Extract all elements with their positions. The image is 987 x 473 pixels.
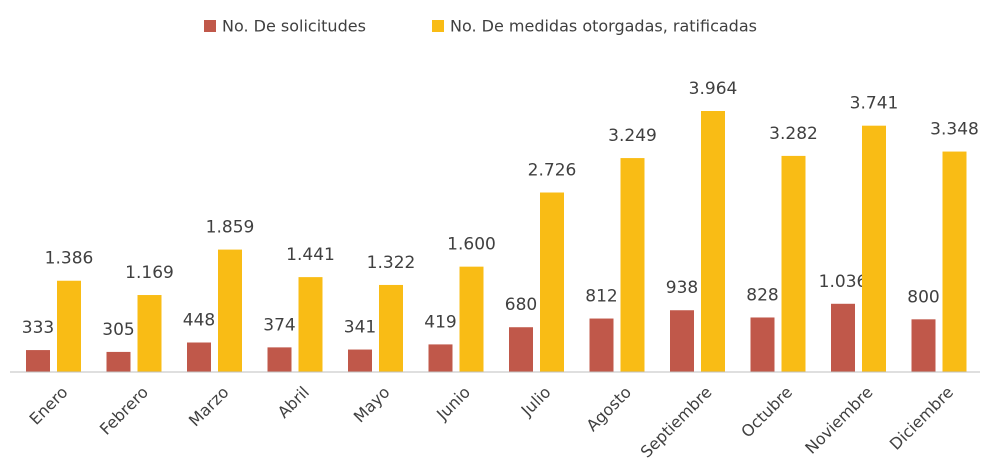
bar xyxy=(620,158,645,372)
x-tick-label: Junio xyxy=(432,383,474,425)
value-label: 1.441 xyxy=(286,245,335,265)
value-label: 1.169 xyxy=(125,263,174,283)
value-label: 2.726 xyxy=(528,161,577,181)
x-tick-label: Mayo xyxy=(350,383,394,427)
value-label: 812 xyxy=(585,287,617,307)
value-label: 828 xyxy=(746,285,778,305)
bar xyxy=(509,327,533,372)
value-label: 800 xyxy=(907,287,939,307)
legend-label: No. De medidas otorgadas, ratificadas xyxy=(450,17,757,36)
bar xyxy=(862,125,886,373)
bar xyxy=(106,351,131,372)
value-label: 3.348 xyxy=(930,120,979,140)
x-tick-label: Julio xyxy=(517,383,555,421)
bar xyxy=(701,111,725,372)
bar xyxy=(781,155,806,372)
bar xyxy=(218,249,242,372)
bar xyxy=(942,151,967,372)
x-tick-label: Febrero xyxy=(96,383,152,439)
bar xyxy=(298,277,323,372)
value-label: 341 xyxy=(344,318,376,338)
value-label: 3.964 xyxy=(689,79,738,99)
bar xyxy=(831,303,855,372)
bar xyxy=(540,192,564,372)
x-tick-label: Septiembre xyxy=(637,383,716,462)
x-tick-label: Octubre xyxy=(737,383,796,442)
value-label: 1.036 xyxy=(819,272,868,292)
legend-swatch xyxy=(204,20,216,32)
x-tick-label: Diciembre xyxy=(886,383,957,454)
value-label: 305 xyxy=(102,320,134,340)
value-label: 680 xyxy=(505,295,537,315)
x-tick-label: Noviembre xyxy=(801,383,876,458)
x-tick-label: Abril xyxy=(274,383,313,422)
bar xyxy=(670,310,694,372)
bar xyxy=(348,349,372,372)
value-label: 1.859 xyxy=(206,218,255,238)
legend-label: No. De solicitudes xyxy=(222,17,366,36)
x-tick-label: Marzo xyxy=(185,383,233,431)
bar xyxy=(459,266,484,372)
value-label: 419 xyxy=(424,312,456,332)
value-label: 1.322 xyxy=(367,253,416,273)
value-label: 374 xyxy=(263,315,295,335)
value-label: 3.282 xyxy=(769,124,818,144)
bar xyxy=(911,319,936,372)
bar xyxy=(187,342,211,372)
x-tick-label: Enero xyxy=(25,383,71,429)
bar xyxy=(428,344,453,372)
x-tick-label: Agosto xyxy=(582,383,635,436)
value-label: 938 xyxy=(666,278,698,298)
value-label: 1.600 xyxy=(447,235,496,255)
bar xyxy=(750,317,775,372)
value-label: 3.741 xyxy=(850,94,899,114)
value-label: 1.386 xyxy=(45,249,94,269)
bar xyxy=(26,350,50,372)
bar xyxy=(589,318,614,372)
legend-swatch xyxy=(432,20,444,32)
bar xyxy=(379,284,403,372)
bar xyxy=(137,295,162,372)
bar xyxy=(267,347,292,372)
value-label: 448 xyxy=(183,311,215,331)
value-label: 333 xyxy=(22,318,54,338)
value-label: 3.249 xyxy=(608,126,657,146)
bar xyxy=(57,280,81,372)
